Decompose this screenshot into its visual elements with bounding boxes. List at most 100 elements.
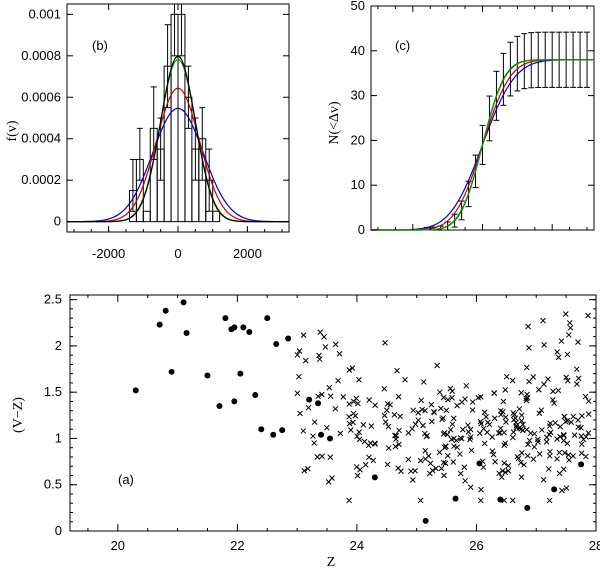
scatter-cross-121 — [449, 394, 455, 401]
scatter-cross-235 — [441, 444, 448, 451]
scatter-cross-84 — [558, 338, 565, 344]
scatter-cross-242 — [434, 362, 441, 369]
scatter-dot-0 — [132, 387, 139, 394]
scatter-cross-283 — [457, 435, 464, 441]
scatter-cross-85 — [450, 415, 457, 422]
scatter-cross-2 — [531, 444, 538, 450]
scatter-cross-150 — [562, 311, 569, 317]
scatter-dot-16 — [258, 426, 265, 433]
y-tick-label-4: 0.0008 — [21, 48, 61, 63]
x-tick-label-2: 24 — [350, 538, 364, 553]
scatter-cross-218 — [561, 413, 568, 420]
scatter-cross-298 — [518, 417, 525, 424]
scatter-cross-260 — [427, 460, 434, 467]
scatter-dot-10 — [231, 324, 238, 331]
scatter-cross-73 — [578, 441, 585, 448]
scatter-cross-267 — [526, 344, 532, 351]
scatter-cross-335 — [496, 470, 502, 477]
scatter-dot-11 — [231, 398, 238, 405]
scatter-cross-284 — [501, 497, 508, 504]
scatter-cross-276 — [524, 452, 531, 459]
scatter-cross-145 — [346, 413, 352, 420]
scatter-cross-212 — [433, 465, 439, 472]
histogram-bar-13 — [212, 210, 221, 223]
scatter-cross-277 — [491, 390, 498, 396]
scatter-cross-146 — [382, 419, 389, 425]
scatter-dot-25 — [327, 435, 334, 442]
scatter-cross-124 — [560, 437, 567, 444]
scatter-cross-173 — [361, 438, 368, 445]
scatter-cross-256 — [410, 407, 417, 414]
scatter-cross-194 — [405, 456, 412, 463]
scatter-cross-241 — [549, 397, 556, 403]
scatter-cross-239 — [346, 420, 353, 427]
scatter-cross-19 — [556, 449, 563, 456]
scatter-cross-91 — [518, 389, 525, 396]
panel-c-error-bars — [423, 31, 591, 231]
scatter-cross-61 — [575, 339, 581, 345]
scatter-cross-3 — [545, 466, 552, 472]
scatter-cross-206 — [300, 428, 307, 434]
scatter-cross-45 — [526, 437, 533, 444]
scatter-cross-209 — [568, 419, 575, 426]
scatter-cross-281 — [511, 411, 518, 418]
scatter-cross-47 — [585, 411, 592, 417]
y-tick-label-2: 20 — [351, 132, 365, 147]
scatter-cross-14 — [327, 454, 334, 461]
scatter-cross-71 — [300, 332, 307, 338]
scatter-cross-159 — [501, 460, 508, 466]
scatter-cross-301 — [475, 394, 482, 401]
scatter-cross-46 — [381, 385, 388, 392]
scatter-cross-113 — [372, 441, 378, 447]
scatter-dot-17 — [264, 315, 271, 322]
scatter-cross-207 — [317, 329, 324, 336]
scatter-cross-60 — [349, 365, 356, 372]
scatter-cross-243 — [346, 497, 352, 504]
scatter-cross-166 — [410, 477, 416, 483]
scatter-cross-27 — [360, 422, 367, 428]
scatter-cross-262 — [325, 478, 332, 485]
histogram-bar-3 — [142, 210, 151, 223]
scatter-cross-62 — [395, 393, 402, 400]
scatter-cross-196 — [353, 464, 360, 470]
scatter-cross-205 — [535, 439, 541, 445]
scatter-cross-226 — [366, 397, 373, 403]
panel-b-ticks: -2000 0 2000 0 0.0002 0.0004 0.0006 0.0008 0.001 — [21, 4, 289, 261]
scatter-cross-138 — [502, 414, 509, 421]
scatter-cross-108 — [463, 382, 470, 389]
scatter-cross-285 — [385, 423, 392, 430]
scatter-cross-25 — [337, 430, 344, 437]
panel-b-gaussian-curves — [67, 55, 289, 223]
scatter-cross-137 — [417, 457, 424, 464]
scatter-cross-172 — [350, 398, 357, 405]
panel-a-y-axis-title: (V−Z) — [11, 397, 26, 433]
scatter-cross-104 — [555, 387, 562, 394]
scatter-cross-164 — [323, 424, 330, 431]
y-tick-label-0: 0 — [358, 222, 365, 237]
scatter-cross-222 — [316, 352, 322, 359]
scatter-cross-333 — [436, 449, 443, 456]
scatter-cross-178 — [550, 388, 556, 395]
scatter-dot-33 — [578, 461, 585, 468]
x-tick-label-3: 26 — [469, 538, 483, 553]
scatter-dot-28 — [452, 495, 459, 502]
panel-c-label: (c) — [395, 38, 410, 53]
scatter-cross-43 — [441, 472, 447, 479]
scatter-cross-291 — [424, 432, 431, 439]
scatter-cross-255 — [383, 407, 390, 414]
scatter-cross-296 — [419, 406, 426, 413]
scatter-cross-257 — [484, 419, 491, 426]
scatter-cross-297 — [520, 421, 526, 428]
scatter-cross-324 — [451, 443, 457, 450]
scatter-cross-327 — [436, 389, 443, 396]
scatter-cross-307 — [554, 436, 560, 442]
scatter-cross-107 — [315, 393, 321, 400]
scatter-cross-49 — [467, 426, 474, 433]
scatter-cross-123 — [545, 376, 551, 383]
scatter-cross-101 — [540, 317, 546, 324]
scatter-cross-272 — [402, 376, 408, 383]
y-tick-label-3: 1.5 — [44, 384, 62, 399]
scatter-cross-191 — [332, 341, 339, 348]
scatter-cross-233 — [478, 486, 484, 493]
scatter-cross-211 — [444, 452, 451, 459]
